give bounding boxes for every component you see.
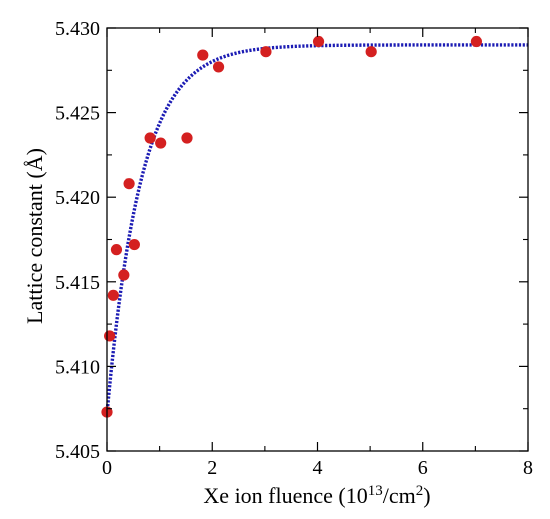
data-point bbox=[107, 289, 119, 301]
y-tick-label: 5.430 bbox=[55, 18, 100, 40]
data-point bbox=[365, 46, 377, 58]
data-point bbox=[128, 238, 140, 251]
x-tick-label: 8 bbox=[523, 457, 533, 479]
x-tick-label: 0 bbox=[102, 457, 112, 479]
y-tick-label: 5.420 bbox=[55, 187, 100, 209]
fit-line bbox=[105, 43, 528, 414]
data-point bbox=[312, 35, 325, 48]
x-axis-label: Xe ion fluence (1013/cm2) bbox=[203, 483, 430, 508]
x-tick-label: 2 bbox=[207, 457, 217, 479]
y-tick-label: 5.415 bbox=[55, 272, 100, 294]
y-axis-label: Lattice constant (Å) bbox=[22, 148, 47, 324]
data-point bbox=[118, 269, 130, 281]
data-point bbox=[212, 61, 225, 73]
tick-labels: 0 2 4 6 8 5.405 5.410 5.415 5.420 5.425 5.430 bbox=[55, 18, 533, 479]
plot-frame bbox=[106, 27, 529, 452]
fit-curve bbox=[105, 43, 528, 414]
data-point bbox=[123, 178, 135, 190]
data-point bbox=[104, 330, 116, 342]
x-tick-label: 6 bbox=[418, 457, 428, 479]
data-points bbox=[101, 35, 483, 418]
plot-border bbox=[106, 27, 529, 452]
data-point bbox=[181, 132, 193, 144]
data-point bbox=[110, 244, 123, 256]
data-point bbox=[470, 35, 483, 48]
y-tick-label: 5.425 bbox=[55, 103, 100, 125]
data-point bbox=[155, 137, 167, 149]
data-point bbox=[260, 46, 272, 58]
y-tick-label: 5.405 bbox=[55, 441, 100, 463]
data-point bbox=[197, 49, 209, 61]
y-tick-label: 5.410 bbox=[55, 356, 100, 378]
data-point bbox=[144, 132, 156, 144]
axis-ticks bbox=[106, 27, 529, 452]
x-tick-label: 4 bbox=[313, 457, 323, 479]
